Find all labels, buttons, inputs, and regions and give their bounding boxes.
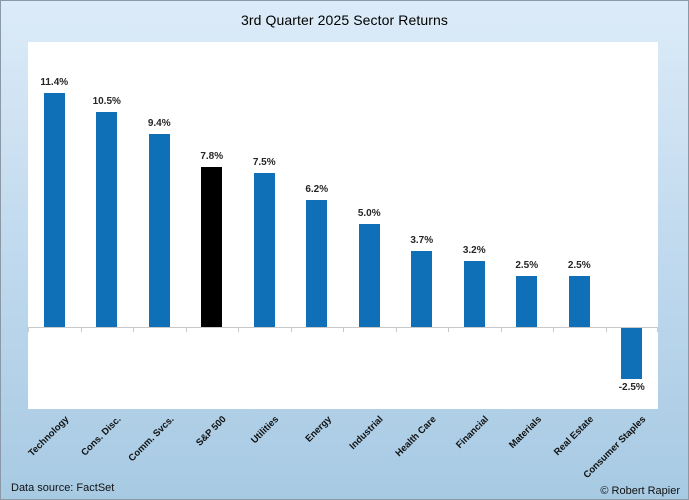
chart-bar-comm-svcs- [148, 134, 170, 327]
chart-bar-industrial [358, 224, 380, 327]
chart-bar-financial [463, 261, 485, 327]
plot-area: 11.4% 10.5% 9.4% 7.8% 7.5% 6.2% 5.0% 3.7% 3.2% 2.… [28, 42, 658, 409]
axis-tick [396, 327, 397, 332]
bar-value-label: 5.0% [357, 208, 381, 220]
bar-value-label: -2.5% [618, 382, 645, 394]
axis-tick [238, 327, 239, 332]
bar-value-label: 11.4% [40, 77, 69, 89]
axis-tick [291, 327, 292, 332]
bar-value-label: 9.4% [147, 118, 171, 130]
axis-tick [501, 327, 502, 332]
axis-tick [448, 327, 449, 332]
x-axis-label-comm-svcs-: Comm. Svcs. [126, 414, 177, 464]
bar-value-label: 10.5% [92, 95, 121, 107]
chart-bar-consumer-staples [621, 327, 643, 380]
bar-value-label: 7.5% [252, 157, 276, 169]
x-axis-label-s-p-500: S&P 500 [193, 414, 229, 449]
bar-value-label: 2.5% [567, 259, 591, 271]
axis-tick [133, 327, 134, 332]
bar-value-label: 3.7% [410, 235, 434, 247]
bar-value-label: 7.8% [200, 151, 224, 163]
copyright-note: © Robert Rapier [600, 485, 680, 497]
axis-tick [343, 327, 344, 332]
x-axis-label-technology: Technology [26, 414, 72, 459]
axis-tick [186, 327, 187, 332]
x-axis-label-utilities: Utilities [248, 414, 282, 447]
chart-bar-energy [306, 199, 328, 327]
x-axis-line [28, 326, 658, 328]
chart-bar-cons-disc- [96, 111, 118, 327]
chart-bar-technology [43, 93, 65, 327]
chart-title: 3rd Quarter 2025 Sector Returns [241, 12, 448, 28]
axis-tick [28, 327, 29, 332]
x-axis-label-financial: Financial [454, 414, 492, 451]
x-axis-label-cons-disc-: Cons. Disc. [79, 414, 124, 459]
chart-bar-s-p-500 [201, 167, 223, 327]
x-axis-label-health-care: Health Care [393, 414, 439, 460]
data-source-note: Data source: FactSet [11, 482, 115, 494]
bar-value-label: 3.2% [462, 245, 486, 257]
x-axis-label-energy: Energy [302, 414, 334, 445]
x-axis-label-real-estate: Real Estate [552, 414, 597, 459]
chart-bar-materials [516, 275, 538, 327]
chart-bar-real-estate [568, 275, 590, 327]
x-axis-label-materials: Materials [506, 414, 544, 451]
x-axis-label-industrial: Industrial [348, 414, 387, 453]
chart-bar-utilities [253, 173, 275, 327]
axis-tick [81, 327, 82, 332]
chart-bar-health-care [411, 251, 433, 327]
axis-tick [553, 327, 554, 332]
bar-value-label: 6.2% [305, 183, 329, 195]
bar-value-label: 2.5% [515, 259, 539, 271]
axis-tick [606, 327, 607, 332]
axis-tick [657, 327, 658, 332]
